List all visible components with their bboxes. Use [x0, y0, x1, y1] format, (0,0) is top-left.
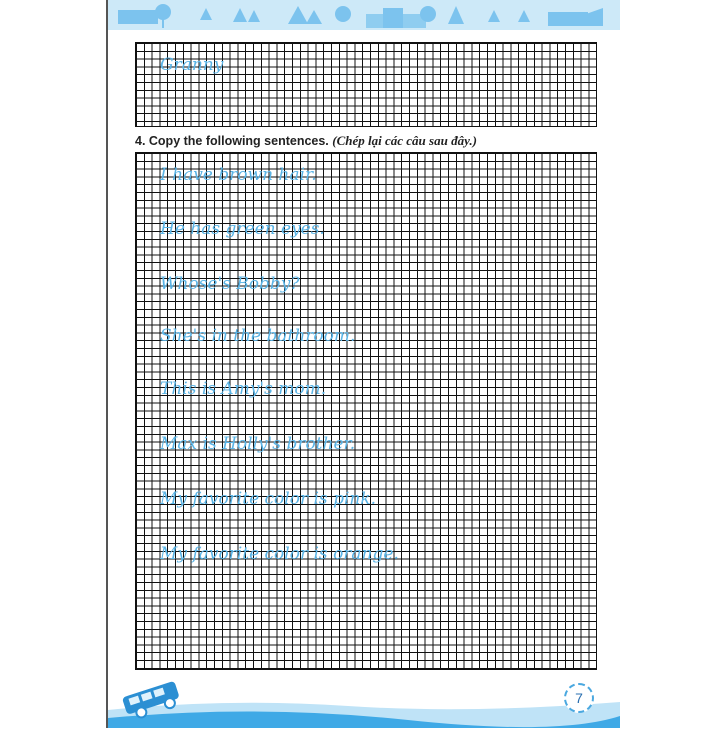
sentence-1: I have brown hair.: [160, 165, 317, 185]
sentence-6: Max is Holly's brother.: [160, 434, 356, 454]
exercise-translation: (Chép lại các câu sau đây.): [332, 133, 477, 148]
sentence-2: He has green eyes.: [160, 219, 325, 239]
sentence-3: Whose's Bobby?: [160, 274, 300, 294]
sentence-5: This is Amy's mom.: [160, 379, 327, 399]
trees-illustration: [118, 4, 603, 28]
footer-decoration: [108, 680, 620, 728]
sentence-7: My favorite color is pink.: [160, 489, 377, 509]
sentence-4: She's in the bathroom.: [160, 326, 356, 346]
exercise-title: 4. Copy the following sentences. (Chép l…: [135, 133, 477, 149]
writing-grid-2[interactable]: I have brown hair. He has green eyes. Wh…: [135, 152, 597, 670]
header-decoration: [108, 0, 620, 30]
page-edge: [106, 0, 108, 728]
bus-landscape-illustration: [108, 681, 620, 728]
writing-grid-1[interactable]: Granny: [135, 42, 597, 127]
exercise-instruction: 4. Copy the following sentences.: [135, 134, 329, 148]
page-number: 7: [564, 683, 594, 713]
sample-word: Granny: [160, 55, 224, 75]
sentence-8: My favorite color is orange.: [160, 544, 399, 564]
